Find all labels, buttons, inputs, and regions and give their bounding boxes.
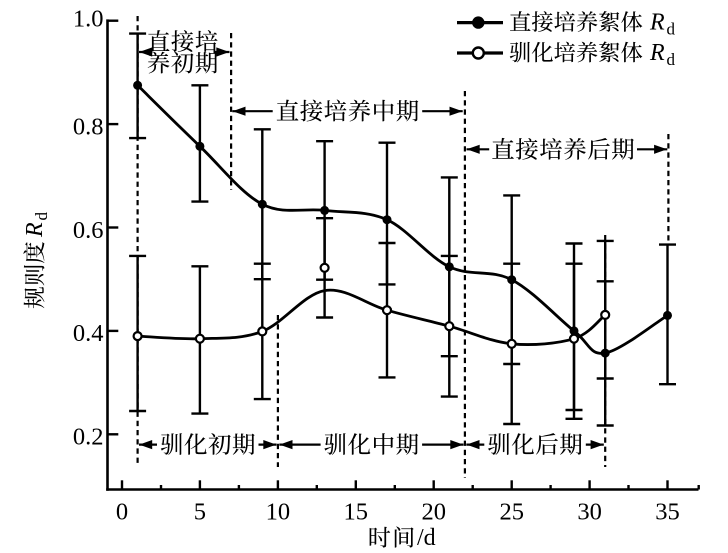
svg-text:25: 25	[499, 498, 524, 525]
svg-text:R: R	[22, 222, 48, 238]
svg-text:0.8: 0.8	[73, 113, 104, 140]
svg-text:d: d	[667, 50, 676, 69]
svg-text:R: R	[649, 40, 665, 66]
svg-text:R: R	[649, 10, 665, 36]
svg-text:1.0: 1.0	[73, 6, 104, 33]
svg-text:35: 35	[655, 498, 680, 525]
svg-text:0.4: 0.4	[73, 320, 104, 347]
svg-text:0.2: 0.2	[73, 424, 104, 451]
svg-text:10: 10	[266, 498, 291, 525]
svg-text:0.6: 0.6	[73, 217, 104, 244]
svg-text:d: d	[667, 20, 676, 39]
svg-text:30: 30	[577, 498, 602, 525]
svg-text:d: d	[32, 212, 51, 221]
svg-text:15: 15	[344, 498, 369, 525]
svg-text:0: 0	[116, 498, 128, 525]
svg-text:20: 20	[421, 498, 446, 525]
svg-text:/d: /d	[417, 525, 436, 551]
svg-text:5: 5	[194, 498, 206, 525]
